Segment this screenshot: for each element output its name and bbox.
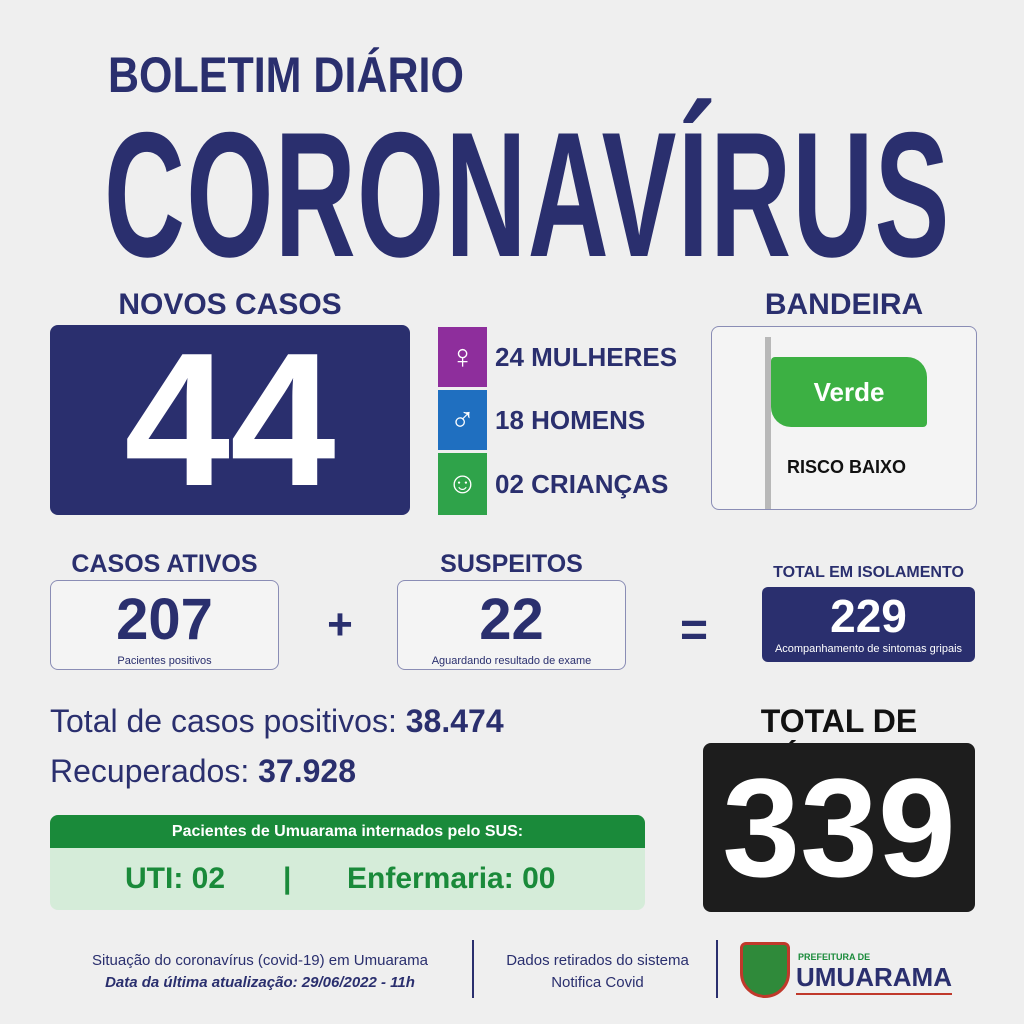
total-positivos: Total de casos positivos: 38.474 <box>50 703 504 739</box>
child-icon: ☺ <box>438 453 487 515</box>
logo-umuarama: UMUARAMA <box>796 962 952 995</box>
subtitle: BOLETIM DIÁRIO <box>108 47 464 103</box>
footer-divider-2 <box>716 940 718 998</box>
page-title: CORONAVÍRUS <box>104 95 951 294</box>
isolamento-box: 229 Acompanhamento de sintomas gripais <box>762 587 975 662</box>
logo-small: PREFEITURA DE <box>798 952 871 962</box>
flag-pole <box>765 337 771 509</box>
footer-situation: Situação do coronavírus (covid-19) em Um… <box>92 952 428 969</box>
casos-ativos-caption: Pacientes positivos <box>117 655 212 667</box>
men-count: 18 HOMENS <box>495 405 646 435</box>
suspeitos-caption: Aguardando resultado de exame <box>431 655 592 667</box>
risk-level: RISCO BAIXO <box>787 457 907 477</box>
enfermaria-count: Enfermaria: 00 <box>347 862 556 895</box>
suspeitos-box: 22 Aguardando resultado de exame <box>397 580 626 670</box>
footer-divider <box>472 940 474 998</box>
uti-count: UTI: 02 <box>125 862 226 895</box>
equals-sign: = <box>679 604 709 657</box>
footer-source: Dados retirados do sistema Notifica Covid <box>506 952 689 991</box>
sus-divider: | <box>283 862 292 895</box>
footer-info: Situação do coronavírus (covid-19) em Um… <box>50 950 470 994</box>
suspeitos-value: 22 <box>479 587 544 652</box>
flag-icon: Verde <box>771 357 927 427</box>
bandeira-box: Verde RISCO BAIXO <box>711 326 977 510</box>
isolamento-caption: Acompanhamento de sintomas gripais <box>774 643 963 655</box>
bandeira-label: BANDEIRA <box>764 288 924 321</box>
novos-casos-value: 44 <box>50 325 410 515</box>
footer-update-date: Data da última atualização: 29/06/2022 -… <box>105 974 415 991</box>
obitos-value: 339 <box>703 743 975 912</box>
coat-of-arms-icon <box>740 942 790 998</box>
sus-title: Pacientes de Umuarama internados pelo SU… <box>50 815 645 848</box>
plus-sign: + <box>327 600 353 649</box>
sus-panel: UTI: 02 | Enfermaria: 00 <box>50 848 645 910</box>
casos-ativos-label: CASOS ATIVOS <box>71 550 258 578</box>
children-count: 02 CRIANÇAS <box>495 469 669 499</box>
novos-casos-label: NOVOS CASOS <box>118 288 342 321</box>
recuperados: Recuperados: 37.928 <box>50 753 356 789</box>
isolamento-value: 229 <box>830 590 907 642</box>
casos-ativos-box: 207 Pacientes positivos <box>50 580 279 670</box>
woman-icon: ♀ <box>438 327 487 387</box>
suspeitos-label: SUSPEITOS <box>440 550 583 578</box>
women-count: 24 MULHERES <box>495 342 678 372</box>
casos-ativos-value: 207 <box>116 587 213 652</box>
man-icon: ♂ <box>438 390 487 450</box>
isolamento-label: TOTAL EM ISOLAMENTO <box>773 564 964 581</box>
